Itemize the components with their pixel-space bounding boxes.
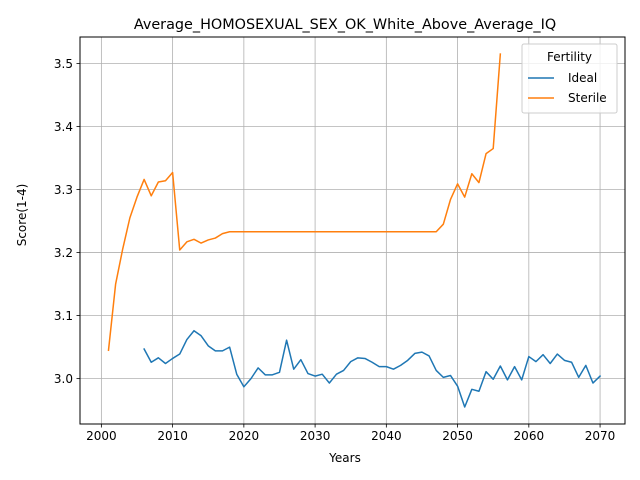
x-tick-label: 2060 <box>514 429 545 443</box>
series-line-sterile <box>107 53 502 352</box>
x-tick-label: 2000 <box>86 429 117 443</box>
legend-label-sterile: Sterile <box>568 91 607 105</box>
y-tick-label: 3.4 <box>54 120 73 134</box>
y-axis-label: Score(1-4) <box>15 184 29 247</box>
plot-frame <box>79 36 626 425</box>
x-tick-label: 2040 <box>371 429 402 443</box>
x-tick-label: 2020 <box>229 429 260 443</box>
y-tick-label: 3.3 <box>54 183 73 197</box>
y-tick-label: 3.2 <box>54 246 73 260</box>
x-axis-ticks: 2000 2010 2020 2030 2040 2050 2060 2070 <box>86 424 615 443</box>
legend-label-ideal: Ideal <box>568 71 597 85</box>
series-lines <box>107 53 602 408</box>
legend-title: Fertility <box>547 50 592 64</box>
x-tick-label: 2070 <box>585 429 616 443</box>
legend-box <box>521 43 618 114</box>
grid-lines <box>80 37 625 424</box>
x-tick-label: 2050 <box>442 429 473 443</box>
x-tick-label: 2010 <box>157 429 188 443</box>
series-line-ideal <box>143 329 602 408</box>
legend: Fertility Ideal Sterile <box>521 43 618 114</box>
y-tick-label: 3.1 <box>54 309 73 323</box>
y-tick-label: 3.5 <box>54 57 73 71</box>
x-axis-label: Years <box>328 451 361 465</box>
x-tick-label: 2030 <box>300 429 331 443</box>
y-tick-label: 3.0 <box>54 372 73 386</box>
chart-title: Average_HOMOSEXUAL_SEX_OK_White_Above_Av… <box>134 17 556 33</box>
y-axis-ticks: 3.0 3.1 3.2 3.3 3.4 3.5 <box>54 57 80 386</box>
